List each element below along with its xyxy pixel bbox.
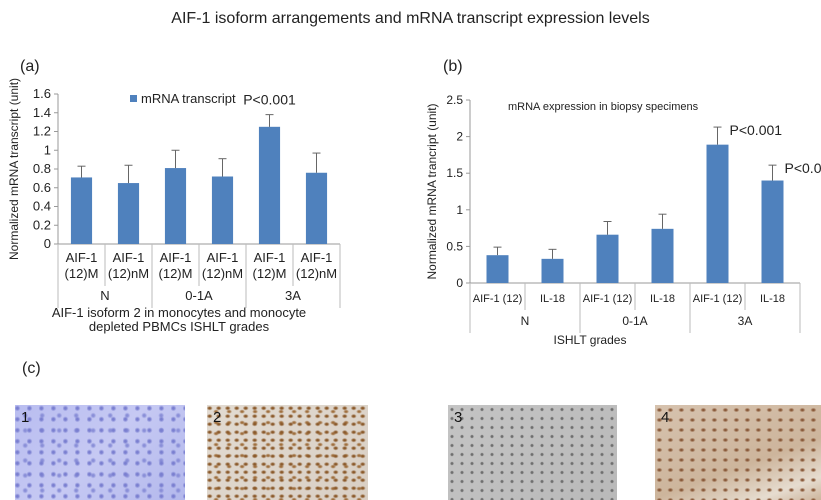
chart-b-y-tick-label: 1.5 [446,166,463,180]
chart-a-category-label: AIF-1 [207,250,239,265]
chart-b-p-value-annotation: P<0.05 [785,160,821,176]
chart-b-category-label: IL-18 [540,293,565,305]
chart-a-category-label: AIF-1 [66,250,98,265]
figure-title: AIF-1 isoform arrangements and mRNA tran… [171,10,650,27]
chart-a-category-label: AIF-1 [301,250,333,265]
chart-a-bar [117,183,140,244]
chart-b-y-axis-label: Normalized mRNA trancript (unit) [425,103,439,279]
panel-label-b: (b) [443,58,463,75]
chart-a-category-label: (12)nM [202,266,243,281]
panel-label-a: (a) [20,58,40,75]
chart-b-bar [486,255,509,283]
chart-a-category-label: (12)M [253,266,287,281]
chart-b-bar [706,144,729,283]
chart-a-category-label: AIF-1 [160,250,192,265]
chart-b-bar [541,258,564,283]
chart-a-category-label: AIF-1 [113,250,145,265]
chart-a-category-label: (12)M [159,266,193,281]
chart-b-category-label: IL-18 [760,293,785,305]
chart-a-category-label: (12)M [65,266,99,281]
chart-a-bar [164,168,187,244]
chart-b-y-tick-label: 1 [456,203,463,217]
chart-b-y-tick-label: 0.5 [446,239,463,253]
chart-a-y-tick-label: 0.6 [33,180,51,195]
chart-b-group-label: 0-1A [622,314,647,328]
chart-a-x-axis-label: depleted PBMCs ISHLT grades [89,319,270,334]
chart-b-title: mRNA expression in biopsy specimens [508,101,699,113]
histology-photo-1: 1 [15,405,185,500]
chart-a-bar [211,176,234,244]
chart-b-category-label: AIF-1 (12) [693,293,743,305]
chart-a-y-tick-label: 1.2 [33,124,51,139]
chart-a-bar [305,172,328,244]
chart-b-bar [651,228,674,283]
chart-b-category-label: AIF-1 (12) [473,293,523,305]
chart-b-bar [761,180,784,283]
chart-b-group-label: 3A [738,314,753,328]
chart-b-y-tick-label: 2.5 [446,93,463,107]
histology-photo-3: 3 [448,405,617,500]
chart-a-legend-swatch [130,95,137,102]
chart-a-category-label: AIF-1 [254,250,286,265]
chart-a-group-label: N [100,288,109,303]
panel-label-c: (c) [22,360,41,377]
chart-a-y-tick-label: 1.6 [33,86,51,101]
chart-b-p-value-annotation: P<0.001 [730,122,783,138]
photo-label: 1 [21,409,30,426]
chart-a-p-value-annotation: P<0.001 [243,92,296,108]
chart-a-bar [258,126,281,244]
chart-b-category-label: AIF-1 (12) [583,293,633,305]
photo-label: 4 [661,409,670,426]
chart-a-category-label: (12)nM [296,266,337,281]
chart-b-y-tick-label: 0 [456,276,463,290]
chart-a-category-label: (12)nM [108,266,149,281]
chart-b-y-tick-label: 2 [456,130,463,144]
histology-photo-2: 2 [207,405,368,500]
chart-a-x-axis-label: AIF-1 isoform 2 in monocytes and monocyt… [52,305,306,320]
photo-label: 2 [213,409,222,426]
chart-b-bar [596,234,619,283]
chart-a-y-axis-label: Normalized mRNA transcript (unit) [7,78,21,260]
chart-a-group-label: 3A [285,288,301,303]
chart-a-y-tick-label: 0.8 [33,161,51,176]
photo-label: 3 [454,409,463,426]
chart-a-y-tick-label: 0.4 [33,199,51,214]
chart-b-x-axis-label: ISHLT grades [554,333,627,347]
chart-b-group-label: N [521,314,530,328]
chart-a-y-tick-label: 1 [44,142,51,157]
chart-b-category-label: IL-18 [650,293,675,305]
chart-a-y-tick-label: 0.2 [33,217,51,232]
chart-a-group-label: 0-1A [185,288,213,303]
chart-a-y-tick-label: 1.4 [33,105,51,120]
histology-photo-4: 4 [655,405,821,500]
chart-a-y-tick-label: 0 [44,236,51,251]
chart-a-legend-label: mRNA transcript [141,91,236,106]
chart-a-bar [70,177,93,244]
